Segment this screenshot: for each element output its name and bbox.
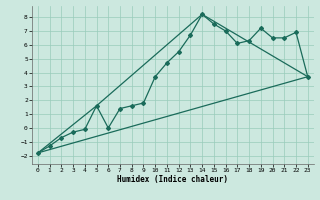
X-axis label: Humidex (Indice chaleur): Humidex (Indice chaleur) (117, 175, 228, 184)
